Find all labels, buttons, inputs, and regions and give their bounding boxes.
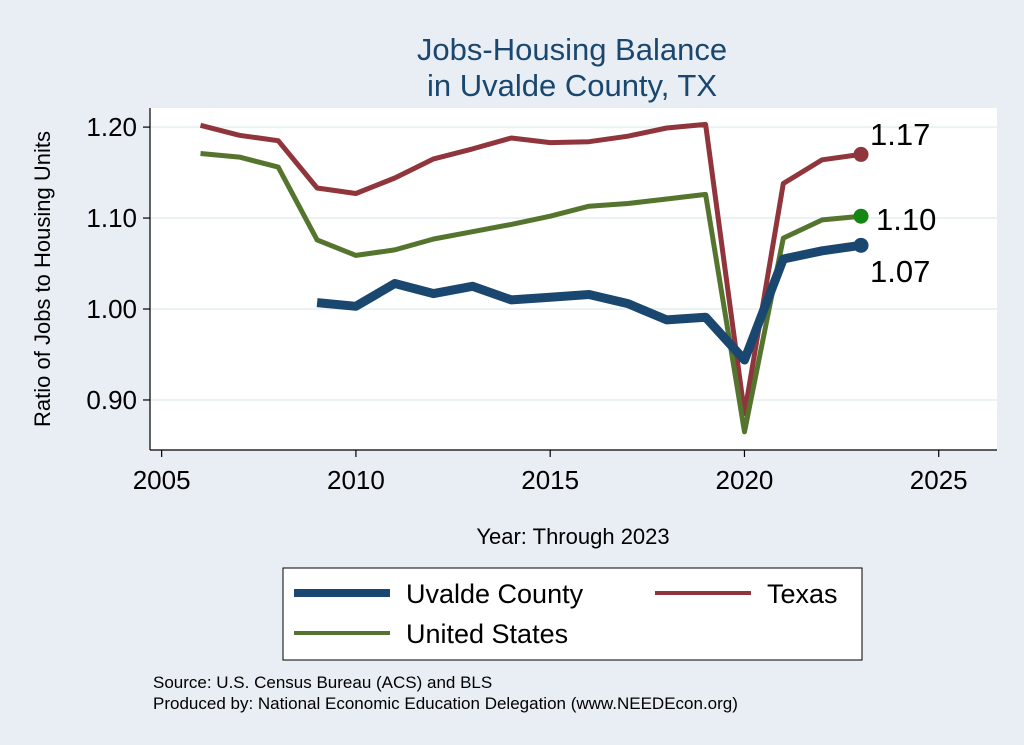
series-line-united-states	[200, 151, 862, 435]
y-tick-label: 0.90	[86, 385, 137, 415]
legend-label-uvalde-county: Uvalde County	[406, 579, 584, 609]
source-line-2: Produced by: National Economic Education…	[153, 694, 738, 713]
y-tick-label: 1.10	[86, 203, 137, 233]
chart-title-line-1: Jobs-Housing Balance	[417, 32, 727, 67]
end-point-texas	[853, 146, 869, 162]
x-tick-label: 2010	[327, 465, 385, 495]
end-point-uvalde-county	[853, 237, 869, 253]
plot-area	[150, 108, 997, 450]
chart-title-line-2: in Uvalde County, TX	[427, 68, 717, 103]
y-axis-title: Ratio of Jobs to Housing Units	[30, 131, 55, 427]
x-axis-ticks: 2005 2010 2015 2020 2025	[133, 450, 968, 495]
series-lines	[199, 121, 869, 435]
x-tick-label: 2020	[716, 465, 774, 495]
legend: Uvalde County Texas United States	[282, 567, 863, 661]
source-line-1: Source: U.S. Census Bureau (ACS) and BLS	[153, 673, 492, 692]
x-axis-title: Year: Through 2023	[476, 524, 669, 549]
series-line-texas	[199, 121, 862, 417]
series-line-uvalde-county	[316, 240, 862, 365]
y-tick-label: 1.20	[86, 112, 137, 142]
end-label-uvalde-county: 1.07	[870, 254, 930, 289]
legend-label-texas: Texas	[767, 579, 838, 609]
y-tick-label: 1.00	[86, 294, 137, 324]
end-label-texas: 1.17	[870, 117, 930, 152]
end-point-united-states	[853, 208, 869, 224]
x-tick-label: 2005	[133, 465, 191, 495]
legend-box	[282, 567, 863, 661]
x-tick-label: 2025	[910, 465, 968, 495]
end-label-united-states: 1.10	[876, 202, 936, 237]
legend-label-united-states: United States	[406, 619, 568, 649]
y-axis-ticks: 0.90 1.00 1.10 1.20	[86, 112, 150, 415]
x-tick-label: 2015	[521, 465, 579, 495]
